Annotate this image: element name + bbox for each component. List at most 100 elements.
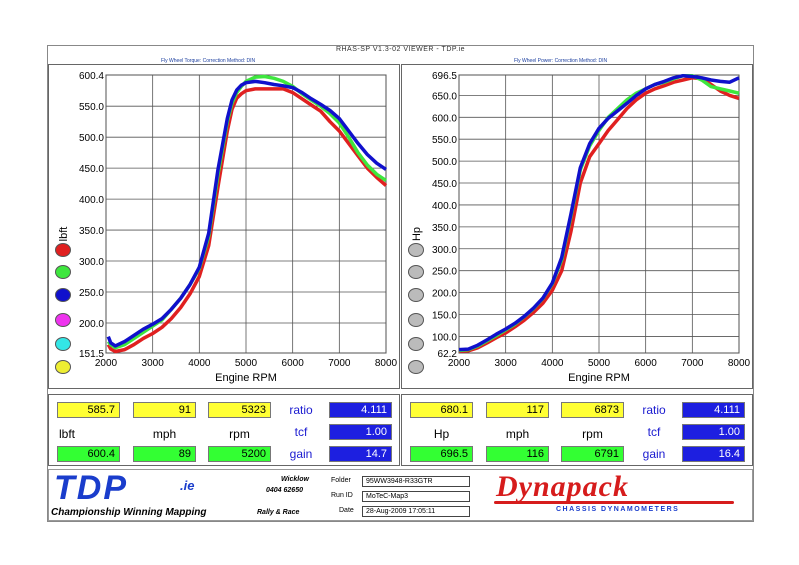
- torque-series-red: [106, 87, 388, 354]
- legend-swatch-grey-1[interactable]: [408, 243, 424, 257]
- power-y-tick-7: 400.0: [432, 201, 457, 212]
- tdp-logo: TDP .ie: [52, 469, 242, 507]
- dyno-viewer-window: RHAS-SP V1.3-02 VIEWER - TDP.ie Fly Whee…: [47, 45, 754, 522]
- tcf-value-2: 1.00: [682, 424, 745, 440]
- torque-y-tick-5: 400.0: [79, 195, 104, 206]
- gain-value: 14.7: [329, 446, 392, 462]
- legend-swatch-grey-5[interactable]: [408, 337, 424, 351]
- power-x-tick-3: 5000: [588, 358, 611, 369]
- gain-label-2: gain: [642, 447, 666, 461]
- torque-x-tick-3: 5000: [235, 358, 258, 369]
- dynapack-logo-text: Dynapack: [496, 470, 629, 503]
- folder-label: Folder: [331, 477, 351, 484]
- gain-value-2: 16.4: [682, 446, 745, 462]
- legend-swatch-grey-6[interactable]: [408, 360, 424, 374]
- power-x-tick-2: 4000: [541, 358, 564, 369]
- power-chart: 2000 3000 4000 5000 6000 7000 8000 62.2 100.0 150…: [411, 71, 751, 384]
- window-title: RHAS-SP V1.3-02 VIEWER - TDP.ie: [335, 46, 466, 53]
- unit-mph: mph: [152, 427, 177, 441]
- torque-x-tick-6: 8000: [375, 358, 398, 369]
- power-x-label: Engine RPM: [568, 372, 630, 384]
- torque-chart: 2000 3000 4000 5000 6000 7000 8000 151.5 200.0 25…: [58, 71, 398, 384]
- torque-series-blue: [106, 79, 387, 348]
- legend-swatch-grey-4[interactable]: [408, 313, 424, 327]
- legend-swatch-grey-2[interactable]: [408, 265, 424, 279]
- tcf-value: 1.00: [329, 424, 392, 440]
- power-y-tick-8: 450.0: [432, 179, 457, 190]
- torque-rpm: 5323: [208, 402, 271, 418]
- gain-label: gain: [289, 447, 313, 461]
- dynapack-logo: Dynapack CHASSIS DYNAMOMETERS: [494, 470, 744, 518]
- torque-x-tick-0: 2000: [95, 358, 118, 369]
- ratio-value: 4.111: [329, 402, 392, 418]
- power-chart-panel: 2000 3000 4000 5000 6000 7000 8000 62.2 100.0 150…: [401, 64, 753, 389]
- tdp-logo-text: TDP: [54, 469, 128, 507]
- power-mph: 117: [486, 402, 549, 418]
- power-y-tick-13: 696.5: [432, 71, 457, 82]
- left-chart-subtitle: Fly Wheel Torque: Correction Method: DIN: [161, 58, 256, 64]
- peak-torque-mph: 89: [133, 446, 196, 462]
- tcf-label: tcf: [294, 425, 308, 439]
- torque-stats-panel: 585.7 91 5323 lbft mph rpm 600.4 89 5200…: [48, 394, 400, 466]
- torque-chart-panel: 2000 3000 4000 5000 6000 7000 8000 151.5 200.0 25…: [48, 64, 400, 389]
- power-y-tick-3: 200.0: [432, 289, 457, 300]
- power-y-tick-0: 62.2: [438, 349, 458, 360]
- peak-power-mph: 116: [486, 446, 549, 462]
- power-y-tick-4: 250.0: [432, 267, 457, 278]
- date-field: 28-Aug-2009 17:05:11: [362, 506, 470, 517]
- power-x-tick-1: 3000: [495, 358, 518, 369]
- ratio-value-2: 4.111: [682, 402, 745, 418]
- power-y-label: Hp: [411, 227, 423, 241]
- torque-x-label: Engine RPM: [215, 372, 277, 384]
- power-y-tick-12: 650.0: [432, 91, 457, 102]
- power-x-tick-0: 2000: [448, 358, 471, 369]
- date-label: Date: [339, 507, 354, 514]
- unit-rpm-2: rpm: [582, 427, 603, 441]
- ratio-label-2: ratio: [642, 403, 666, 417]
- power-rpm: 6873: [561, 402, 624, 418]
- legend-swatch-cyan[interactable]: [55, 337, 71, 351]
- power-x-tick-5: 7000: [681, 358, 704, 369]
- power-x-tick-4: 6000: [635, 358, 658, 369]
- rally-race: Rally & Race: [257, 509, 300, 516]
- power-y-tick-9: 500.0: [432, 157, 457, 168]
- tagline: Championship Winning Mapping: [51, 507, 207, 518]
- legend-swatch-blue[interactable]: [55, 288, 71, 302]
- ratio-label: ratio: [289, 403, 313, 417]
- torque-mph: 91: [133, 402, 196, 418]
- runid-field: MoTeC-Map3: [362, 491, 470, 502]
- power-y-tick-1: 100.0: [432, 332, 457, 343]
- power-value: 680.1: [410, 402, 473, 418]
- legend-swatch-grey-3[interactable]: [408, 288, 424, 302]
- power-y-tick-5: 300.0: [432, 245, 457, 256]
- peak-power-value: 696.5: [410, 446, 473, 462]
- unit-hp: Hp: [433, 427, 450, 441]
- torque-y-tick-0: 151.5: [79, 349, 104, 360]
- power-y-tick-6: 350.0: [432, 223, 457, 234]
- power-y-tick-10: 550.0: [432, 135, 457, 146]
- torque-y-tick-2: 250.0: [79, 288, 104, 299]
- legend-swatch-yellow[interactable]: [55, 360, 71, 374]
- power-y-tick-11: 600.0: [432, 113, 457, 124]
- legend-swatch-green[interactable]: [55, 265, 71, 279]
- torque-y-tick-4: 350.0: [79, 226, 104, 237]
- runid-label: Run ID: [331, 492, 353, 499]
- legend-swatch-red[interactable]: [55, 243, 71, 257]
- unit-mph-2: mph: [505, 427, 530, 441]
- dynapack-subtitle: CHASSIS DYNAMOMETERS: [556, 506, 680, 513]
- torque-y-label: lbft: [58, 227, 70, 242]
- footer: TDP .ie Championship Winning Mapping Ral…: [48, 469, 753, 521]
- peak-torque-value: 600.4: [57, 446, 120, 462]
- torque-value: 585.7: [57, 402, 120, 418]
- torque-y-tick-8: 550.0: [79, 102, 104, 113]
- power-y-tick-2: 150.0: [432, 311, 457, 322]
- power-x-tick-6: 8000: [728, 358, 751, 369]
- unit-lbft: lbft: [58, 427, 75, 441]
- peak-power-rpm: 6791: [561, 446, 624, 462]
- torque-y-tick-3: 300.0: [79, 257, 104, 268]
- tdp-logo-suffix: .ie: [180, 478, 195, 493]
- location: Wicklow: [281, 476, 309, 483]
- phone: 0404 62650: [266, 487, 303, 494]
- legend-swatch-magenta[interactable]: [55, 313, 71, 327]
- tcf-label-2: tcf: [647, 425, 661, 439]
